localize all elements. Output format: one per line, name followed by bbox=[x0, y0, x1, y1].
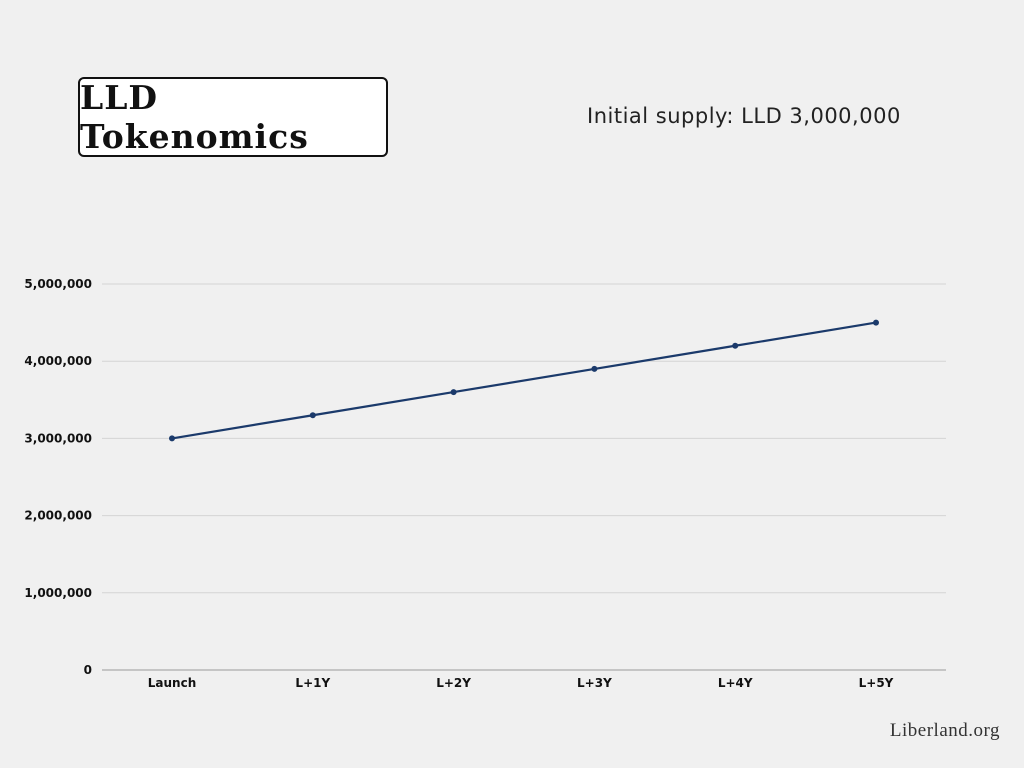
data-point bbox=[591, 365, 598, 372]
x-tick-label: L+4Y bbox=[718, 676, 753, 690]
x-tick-label: L+3Y bbox=[577, 676, 612, 690]
x-tick-label: L+5Y bbox=[859, 676, 894, 690]
data-point bbox=[732, 342, 739, 349]
y-tick-label: 1,000,000 bbox=[24, 586, 92, 600]
footer-brand: Liberland.org bbox=[889, 720, 1000, 741]
y-tick-label: 5,000,000 bbox=[24, 277, 92, 291]
series-line bbox=[171, 321, 877, 440]
initial-supply-text: Initial supply: LLD 3,000,000 bbox=[587, 104, 901, 128]
y-tick-label: 3,000,000 bbox=[24, 431, 92, 445]
y-tick-label: 4,000,000 bbox=[24, 354, 92, 368]
y-tick-label: 0 bbox=[84, 663, 92, 677]
y-tick-label: 2,000,000 bbox=[24, 509, 92, 523]
data-point bbox=[873, 319, 879, 326]
data-point bbox=[309, 412, 316, 419]
data-point bbox=[169, 435, 175, 442]
data-point bbox=[450, 389, 457, 396]
title-box: LLD Tokenomics bbox=[78, 77, 388, 157]
x-tick-label: Launch bbox=[148, 676, 197, 690]
chart-title: LLD Tokenomics bbox=[80, 78, 309, 156]
x-tick-label: L+2Y bbox=[436, 676, 471, 690]
x-tick-label: L+1Y bbox=[295, 676, 330, 690]
